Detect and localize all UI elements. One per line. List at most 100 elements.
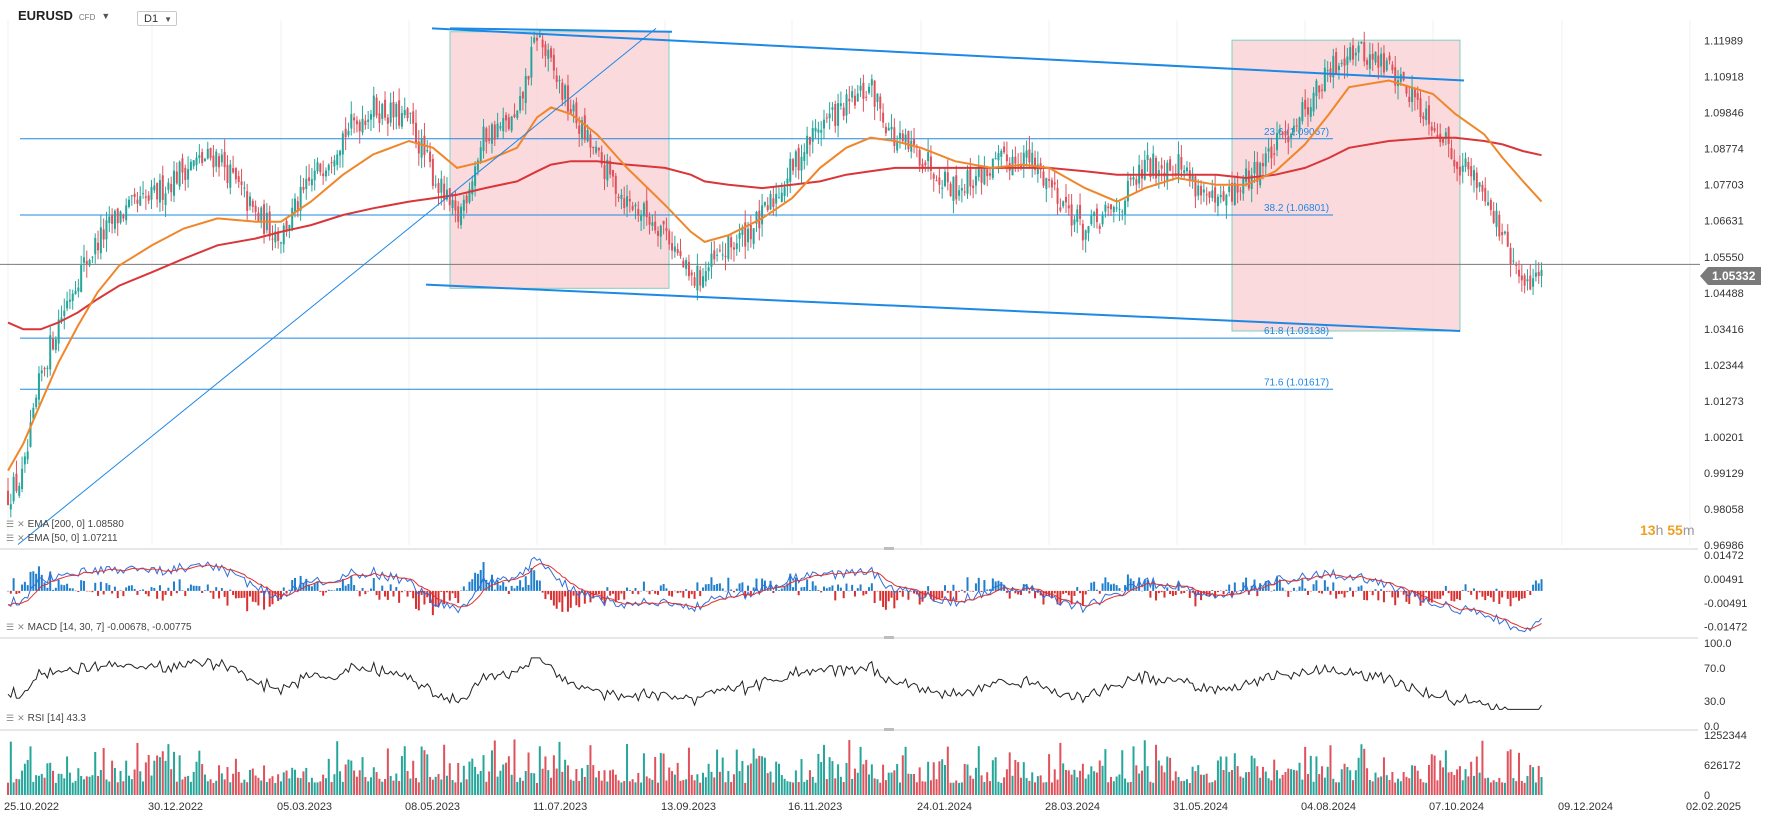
volume-bar [1197,765,1200,795]
macd-histogram-bar [882,590,885,608]
volume-bar [893,770,896,795]
candle-body [1444,132,1447,139]
volume-bar [1050,782,1053,795]
macd-histogram-bar [232,590,235,595]
macd-histogram-bar [178,579,181,591]
candle-body [938,177,941,185]
candle [769,190,772,211]
candle [451,193,454,215]
volume-bar [1236,766,1239,795]
indicator-settings-icon[interactable]: ☰ [6,713,15,723]
macd-histogram-bar [1121,590,1124,592]
volume-bar [1216,760,1219,795]
candle-body [1003,146,1006,153]
candle [1076,204,1079,234]
indicator-remove-icon[interactable]: ✕ [17,713,25,723]
trendline[interactable] [431,27,1465,82]
macd-histogram-bar [862,590,865,596]
symbol-selector[interactable]: EURUSD CFD ▼ [18,8,110,23]
volume-bar [1081,763,1084,795]
ema50-legend[interactable]: ☰ ✕ EMA [50, 0] 1.07211 [6,533,118,544]
volume-bar [220,773,223,795]
macd-legend[interactable]: ☰ ✕ MACD [14, 30, 7] -0.00678, -0.00775 [6,622,192,633]
volume-bar [1304,746,1307,795]
trendline[interactable] [425,283,1461,333]
y-tick-label: 0.0 [1704,721,1719,733]
candle [879,93,882,122]
volume-bar [1090,766,1093,795]
candle-body [1205,194,1208,196]
candle [1197,179,1200,201]
candle-body [1456,161,1459,169]
macd-histogram-bar [389,584,392,591]
volume-bar [637,772,640,795]
candle [37,366,40,410]
candle [125,198,128,225]
candle [417,130,420,166]
candle-body [1478,182,1481,187]
candle-body [586,130,589,142]
candle [853,88,856,109]
dropdown-caret-icon[interactable]: ▼ [101,10,111,21]
macd-histogram-bar [977,577,980,591]
volume-bar [679,780,682,795]
candle [640,209,643,231]
candle [1022,145,1025,179]
candle [1419,89,1422,124]
candle-body [1487,202,1490,206]
candle-body [18,486,21,496]
indicator-settings-icon[interactable]: ☰ [6,533,15,543]
candle [66,291,69,312]
indicator-remove-icon[interactable]: ✕ [17,622,25,632]
candle [1214,175,1217,213]
panel-resize-handle[interactable] [884,728,894,731]
candle [943,167,946,188]
macd-histogram-bar [102,590,105,595]
candle-body [1216,196,1219,206]
macd-histogram-bar [721,588,724,591]
candle [1056,179,1059,215]
panel-resize-handle[interactable] [884,636,894,639]
volume-bar [60,773,63,795]
ema200-legend[interactable]: ☰ ✕ EMA [200, 0] 1.08580 [6,519,124,530]
volume-bar [589,745,592,795]
rectangle-drawing[interactable] [1231,39,1461,332]
candle [1208,191,1211,204]
timeframe-select[interactable]: D1 ▼ [137,11,177,26]
indicator-remove-icon[interactable]: ✕ [17,519,25,529]
rectangle-drawing[interactable] [449,31,670,289]
macd-histogram-bar [1005,590,1008,593]
candle [724,243,727,271]
macd-histogram-bar [215,587,218,591]
macd-histogram-bar [707,584,710,591]
indicator-settings-icon[interactable]: ☰ [6,622,15,632]
volume-bar [1079,770,1082,795]
candle [789,152,792,194]
macd-histogram-bar [673,590,676,592]
indicator-settings-icon[interactable]: ☰ [6,519,15,529]
candle-body [777,197,780,199]
macd-histogram-bar [617,590,620,601]
rsi-legend[interactable]: ☰ ✕ RSI [14] 43.3 [6,713,86,724]
candle-body [1366,60,1369,65]
candle [792,157,795,175]
candle [1270,137,1273,169]
macd-histogram-bar [637,590,640,595]
trendline[interactable] [449,27,673,33]
candle-body [1287,136,1290,143]
macd-histogram-bar [420,590,423,595]
volume-bar [1219,756,1222,795]
macd-histogram-bar [52,589,55,591]
macd-histogram-bar [1464,584,1467,591]
candle-body [783,187,786,197]
macd-histogram-bar [1095,589,1098,591]
volume-bar [420,746,423,795]
indicator-remove-icon[interactable]: ✕ [17,533,25,543]
trendline[interactable] [17,28,657,545]
candle-body [108,216,111,224]
volume-bar [502,764,505,795]
candle-body [1461,165,1464,172]
candle-body [386,117,389,124]
panel-resize-handle[interactable] [884,547,894,550]
